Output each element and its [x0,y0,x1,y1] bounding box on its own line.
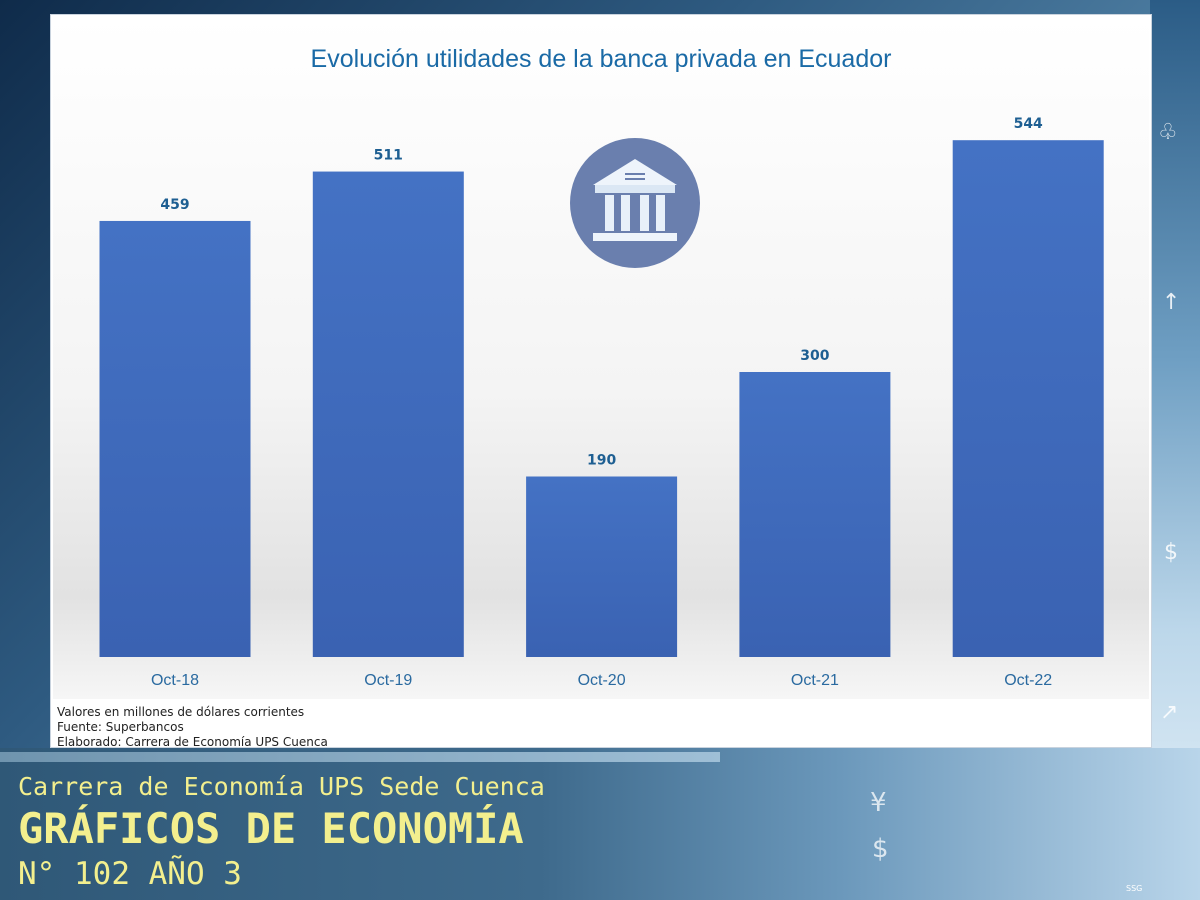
x-tick-label: Oct-19 [364,672,412,689]
chart-title: Evolución utilidades de la banca privada… [310,45,892,73]
x-tick-label: Oct-22 [1004,672,1052,689]
data-label: 459 [160,197,189,213]
footer-subtitle: Carrera de Economía UPS Sede Cuenca [18,772,545,801]
bar-oct-21 [739,372,891,657]
x-tick-label: Oct-20 [578,672,626,689]
x-tick-label: Oct-21 [791,672,839,689]
data-label: 300 [800,348,829,364]
note-author: Elaborado: Carrera de Economía UPS Cuenc… [57,735,328,749]
note-units: Valores en millones de dólares corriente… [57,705,305,719]
bar-oct-18 [99,220,251,657]
bar-oct-20 [526,476,678,657]
bar-chart: 459 511 190 300 544 Oct-18 Oct-19 Oct-20 Oct-21… [99,116,1104,689]
data-label: 544 [1014,116,1043,132]
chart-icon: ↗ [1160,700,1179,725]
chart-notes: Valores en millones de dólares corriente… [57,705,328,750]
bar-oct-22 [952,140,1104,657]
yen-icon: ¥ [870,788,887,818]
dollar-icon: $ [872,834,889,864]
dollar-icon: $ [1164,540,1178,565]
footer-title: GRÁFICOS DE ECONOMÍA [18,804,524,853]
x-tick-label: Oct-18 [151,672,199,689]
data-label: 190 [587,453,616,469]
chart-card: Evolución utilidades de la banca privada… [50,14,1152,750]
chart-icon: ↑ [1162,290,1181,315]
bar-oct-19 [312,171,464,658]
note-source: Fuente: Superbancos [57,720,184,734]
data-label: 511 [374,148,403,164]
watermark: SSG [1126,884,1143,893]
footer-stripe [0,752,720,762]
bank-icon [570,138,700,268]
footer-issue-number: N° 102 AÑO 3 [18,856,242,892]
chart-icon: ♧ [1158,120,1178,145]
footer-background: ¥ $ [0,748,1200,900]
